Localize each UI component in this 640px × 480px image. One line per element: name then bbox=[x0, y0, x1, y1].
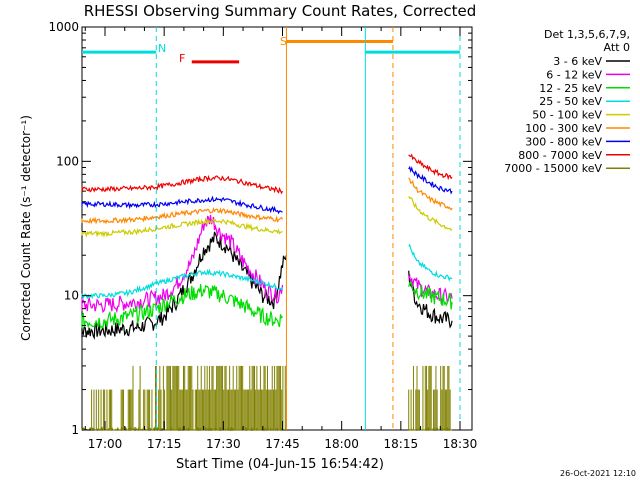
x-tick-label: 17:45 bbox=[265, 437, 300, 451]
y-axis-label: Corrected Count Rate (s⁻¹ detector⁻¹) bbox=[19, 115, 33, 341]
x-tick-label: 17:00 bbox=[88, 437, 123, 451]
legend-header-detectors: Det 1,3,5,6,7,9, bbox=[544, 28, 630, 41]
legend-label-6: 300 - 800 keV bbox=[525, 135, 602, 148]
series-line-7-seg1 bbox=[81, 174, 284, 195]
legend-header-attenuator: Att 0 bbox=[604, 41, 630, 54]
legend-label-0: 3 - 6 keV bbox=[553, 55, 602, 68]
x-tick-label: 18:15 bbox=[384, 437, 419, 451]
series-line-5-seg2 bbox=[408, 177, 453, 211]
series-lines bbox=[81, 153, 453, 432]
flag-label-f: F bbox=[179, 52, 185, 65]
series-line-3-seg2 bbox=[408, 243, 453, 282]
legend-label-7: 800 - 7000 keV bbox=[518, 149, 602, 162]
x-tick-label: 17:15 bbox=[147, 437, 182, 451]
series-line-6-seg2 bbox=[408, 165, 453, 195]
series-line-7-seg2 bbox=[408, 153, 453, 181]
series-line-6-seg1 bbox=[81, 195, 283, 215]
flag-label-s: S bbox=[280, 35, 287, 48]
flag-markers bbox=[82, 27, 461, 430]
legend-label-5: 100 - 300 keV bbox=[525, 122, 602, 135]
x-axis-ticks: 17:00 17:15 17:30 17:45 18:00 18:15 18:30 bbox=[84, 27, 478, 451]
y-tick-label: 1 bbox=[71, 423, 79, 437]
y-tick-label: 10 bbox=[64, 289, 79, 303]
y-tick-label: 1000 bbox=[48, 20, 79, 34]
x-tick-label: 18:00 bbox=[324, 437, 359, 451]
series-line-0-seg1 bbox=[81, 231, 287, 341]
series-line-0-seg2 bbox=[408, 270, 453, 329]
legend-label-1: 6 - 12 keV bbox=[546, 68, 602, 81]
series-line-2-seg1 bbox=[81, 284, 283, 329]
y-tick-label: 100 bbox=[56, 154, 79, 168]
chart-title: RHESSI Observing Summary Count Rates, Co… bbox=[84, 2, 477, 20]
series-line-1-seg2 bbox=[408, 273, 453, 305]
legend-label-2: 12 - 25 keV bbox=[539, 82, 602, 95]
series-line-4-seg2 bbox=[408, 196, 453, 231]
legend-label-3: 25 - 50 keV bbox=[539, 95, 602, 108]
x-tick-label: 17:30 bbox=[206, 437, 241, 451]
flag-label-n: N bbox=[158, 42, 166, 55]
series-line-3-seg1 bbox=[81, 268, 284, 300]
series-line-1-seg1 bbox=[81, 214, 284, 314]
y-axis-ticks: 1 10 100 1000 bbox=[48, 20, 472, 437]
series-line-2-seg2 bbox=[408, 280, 453, 310]
legend-label-8: 7000 - 15000 keV bbox=[504, 162, 602, 175]
legend-label-4: 50 - 100 keV bbox=[532, 109, 602, 122]
x-tick-label: 18:30 bbox=[443, 437, 478, 451]
footer-date: 26-Oct-2021 12:10 bbox=[560, 469, 636, 478]
series-line-4-seg1 bbox=[81, 216, 283, 239]
series-bars-7000-15000 bbox=[91, 365, 451, 430]
series-line-5-seg1 bbox=[81, 207, 284, 225]
x-axis-label: Start Time (04-Jun-15 16:54:42) bbox=[176, 457, 384, 472]
